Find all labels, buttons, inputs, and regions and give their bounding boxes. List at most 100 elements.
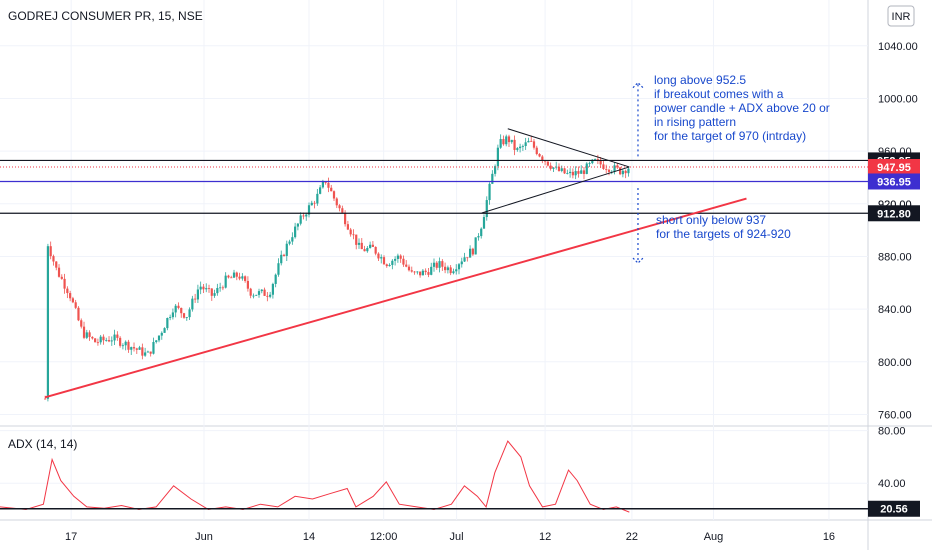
candle-body bbox=[582, 170, 586, 174]
candle-body bbox=[99, 336, 102, 343]
currency-badge[interactable] bbox=[887, 5, 915, 27]
candle-body bbox=[544, 160, 547, 162]
candle-body bbox=[502, 139, 505, 145]
candle-body bbox=[238, 276, 241, 279]
candle-body bbox=[546, 161, 549, 166]
candle-body bbox=[413, 271, 416, 273]
y-tick-label: 880.00 bbox=[878, 251, 912, 263]
candle-body bbox=[177, 305, 180, 308]
candle-body bbox=[513, 139, 516, 150]
candle-body bbox=[618, 167, 622, 175]
y-tick-label: 800.00 bbox=[878, 357, 912, 369]
candle-body bbox=[577, 171, 580, 174]
price-tag-bg bbox=[868, 205, 920, 222]
price-series bbox=[44, 134, 630, 402]
candle-body bbox=[71, 298, 75, 303]
candle-body bbox=[363, 249, 366, 252]
candle-body bbox=[135, 348, 138, 350]
candle-body bbox=[277, 263, 280, 275]
candle-body bbox=[566, 173, 569, 174]
candle-body bbox=[146, 351, 150, 353]
candle-body bbox=[138, 347, 141, 350]
candle-body bbox=[569, 171, 572, 174]
adx-tick-label: 80.00 bbox=[878, 426, 906, 438]
candle-body bbox=[432, 262, 436, 267]
candle-body bbox=[463, 257, 466, 262]
candle-body bbox=[574, 171, 577, 176]
candle-body bbox=[469, 248, 472, 258]
candle-body bbox=[499, 139, 502, 148]
candle-body bbox=[382, 257, 386, 265]
candle-body bbox=[310, 202, 313, 206]
candle-body bbox=[207, 288, 211, 289]
adx-tag-label: 20.56 bbox=[880, 504, 908, 516]
candle-body bbox=[396, 255, 399, 259]
long-note-line: power candle + ADX above 20 or bbox=[654, 101, 830, 115]
candle-body bbox=[435, 262, 438, 268]
x-tick-label: Aug bbox=[704, 531, 724, 543]
candle-body bbox=[455, 269, 458, 272]
candle-body bbox=[391, 260, 394, 265]
candle-body bbox=[460, 261, 463, 265]
candle-body bbox=[338, 205, 341, 209]
x-tick-label: Jun bbox=[195, 531, 213, 543]
candle-body bbox=[185, 317, 188, 318]
candle-body bbox=[594, 159, 597, 160]
candle-body bbox=[102, 336, 105, 341]
candle-body bbox=[130, 347, 133, 350]
price-tag-label: 912.80 bbox=[877, 208, 911, 220]
candle-body bbox=[474, 237, 477, 255]
candle-body bbox=[519, 146, 522, 149]
price-tag-label: 947.95 bbox=[877, 162, 911, 174]
candle-body bbox=[380, 257, 383, 259]
candle-body bbox=[107, 340, 111, 342]
candle-body bbox=[394, 258, 397, 261]
candle-body bbox=[316, 193, 319, 204]
candle-body bbox=[427, 272, 430, 275]
candle-body bbox=[294, 226, 297, 238]
candle-body bbox=[288, 241, 291, 244]
x-tick-label: 22 bbox=[626, 531, 638, 543]
candle-body bbox=[69, 293, 72, 299]
candle-body bbox=[605, 168, 608, 170]
candle-body bbox=[124, 341, 127, 346]
candle-body bbox=[152, 342, 155, 354]
candle-body bbox=[163, 328, 166, 333]
candle-body bbox=[85, 332, 88, 338]
candle-body bbox=[46, 246, 50, 399]
adx-line bbox=[0, 440, 630, 513]
candle-body bbox=[235, 272, 238, 277]
candle-body bbox=[571, 171, 574, 176]
candle-body bbox=[399, 255, 402, 259]
long-note-line: for the target of 970 (intrday) bbox=[654, 129, 806, 143]
candle-body bbox=[438, 261, 441, 268]
candle-body bbox=[82, 326, 86, 338]
candle-body bbox=[374, 246, 377, 254]
candle-body bbox=[255, 294, 258, 296]
candle-body bbox=[274, 274, 277, 284]
price-tag-label: 936.95 bbox=[877, 176, 911, 188]
long-note-line: in rising pattern bbox=[654, 115, 736, 129]
chart-title: GODREJ CONSUMER PR, 15, NSE bbox=[8, 9, 203, 23]
candle-body bbox=[219, 287, 222, 289]
candle-body bbox=[127, 341, 130, 350]
candle-body bbox=[91, 336, 94, 339]
candle-body bbox=[169, 317, 172, 318]
candle-body bbox=[191, 298, 194, 310]
candle-body bbox=[591, 159, 594, 164]
candle-body bbox=[88, 332, 91, 337]
candle-body bbox=[113, 334, 116, 341]
candle-body bbox=[560, 168, 563, 171]
candle-body bbox=[221, 287, 225, 289]
drawing-lines bbox=[0, 128, 868, 399]
candle-body bbox=[371, 244, 374, 247]
candle-body bbox=[452, 271, 455, 274]
candle-body bbox=[627, 168, 630, 174]
candle-body bbox=[182, 313, 186, 318]
candle-body bbox=[377, 253, 380, 259]
candle-body bbox=[541, 156, 544, 161]
candle-body bbox=[171, 312, 175, 318]
candle-body bbox=[555, 166, 558, 168]
candle-body bbox=[599, 159, 602, 165]
